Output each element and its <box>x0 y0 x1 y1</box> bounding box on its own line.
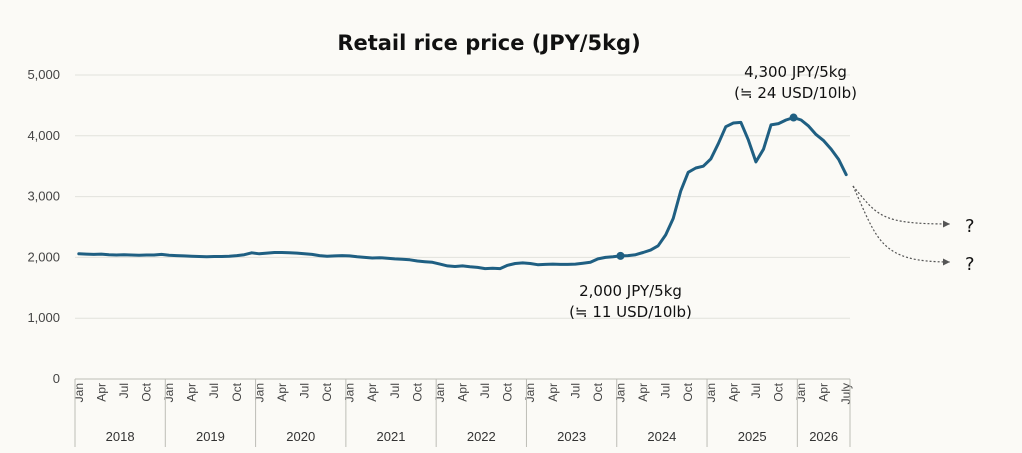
x-tick-label: July <box>839 383 853 404</box>
x-tick-label: Jul <box>478 383 492 398</box>
x-tick-label: Jan <box>614 383 628 402</box>
y-tick-label: 0 <box>53 371 60 386</box>
year-label: 2025 <box>738 429 767 444</box>
x-tick-label: Jul <box>659 383 673 398</box>
y-tick-label: 3,000 <box>27 189 60 204</box>
annotations: 2,000 JPY/5kg (≒ 11 USD/10lb) 4,300 JPY/5k… <box>569 63 974 321</box>
x-tick-label: Jan <box>523 383 537 402</box>
year-label: 2018 <box>106 429 135 444</box>
x-tick-label: Oct <box>591 382 605 401</box>
x-tick-label: Oct <box>139 382 153 401</box>
x-tick-label: Oct <box>320 382 334 401</box>
x-tick-label: Jan <box>704 383 718 402</box>
x-axis: Jan Apr Jul Oct Jan Apr Jul Oct Jan Apr Jul Oct Jan A… <box>72 379 853 447</box>
x-tick-label: Apr <box>726 383 740 402</box>
chart-title: Retail rice price (JPY/5kg) <box>337 31 640 55</box>
x-tick-label: Apr <box>456 383 470 402</box>
year-label: 2022 <box>467 429 496 444</box>
annotation-label: 2,000 JPY/5kg <box>579 282 682 300</box>
annotation-marker <box>789 113 798 122</box>
x-tick-label: Apr <box>275 383 289 402</box>
x-tick-label: Oct <box>230 382 244 401</box>
y-tick-label: 5,000 <box>27 67 60 82</box>
x-tick-label: Oct <box>410 382 424 401</box>
annotation-marker <box>616 251 625 260</box>
gridlines <box>75 74 850 380</box>
projection-arrow <box>852 185 951 228</box>
x-tick-label: Jul <box>117 383 131 398</box>
y-tick-label: 4,000 <box>27 128 60 143</box>
x-tick-label: Jul <box>388 383 402 398</box>
y-axis: 0 1,000 2,000 3,000 4,000 5,000 <box>27 67 60 386</box>
x-tick-label: Jan <box>252 383 266 402</box>
year-label: 2023 <box>557 429 586 444</box>
x-tick-label: Jan <box>72 383 86 402</box>
annotation-label: 4,300 JPY/5kg <box>744 63 847 81</box>
x-tick-label: Oct <box>772 382 786 401</box>
year-label: 2020 <box>286 429 315 444</box>
x-tick-label: Jul <box>207 383 221 398</box>
x-tick-label: Jan <box>162 383 176 402</box>
annotation-sublabel: (≒ 24 USD/10lb) <box>734 84 857 102</box>
y-tick-label: 2,000 <box>27 249 60 264</box>
x-tick-label: Apr <box>636 383 650 402</box>
x-tick-label: Oct <box>501 382 515 401</box>
annotation-sublabel: (≒ 11 USD/10lb) <box>569 303 692 321</box>
x-tick-label: Apr <box>94 383 108 402</box>
x-tick-label: Jan <box>343 383 357 402</box>
projection-arrow <box>852 185 951 266</box>
year-label: 2019 <box>196 429 225 444</box>
x-tick-label: Jul <box>568 383 582 398</box>
year-label: 2024 <box>647 429 676 444</box>
series-layer <box>77 116 848 271</box>
x-tick-label: Jul <box>297 383 311 398</box>
x-tick-label: Jan <box>794 383 808 402</box>
x-tick-label: Apr <box>365 383 379 402</box>
x-tick-label: Apr <box>185 383 199 402</box>
x-tick-label: Jan <box>433 383 447 402</box>
price-series-line <box>77 116 848 271</box>
year-label: 2026 <box>809 429 838 444</box>
projection-question-mark: ? <box>965 216 975 237</box>
projection-question-mark: ? <box>965 254 975 275</box>
year-label: 2021 <box>377 429 406 444</box>
x-tick-label: Oct <box>681 382 695 401</box>
x-tick-label: Apr <box>546 383 560 402</box>
y-tick-label: 1,000 <box>27 310 60 325</box>
x-tick-label: Apr <box>817 383 831 402</box>
x-tick-label: Jul <box>749 383 763 398</box>
